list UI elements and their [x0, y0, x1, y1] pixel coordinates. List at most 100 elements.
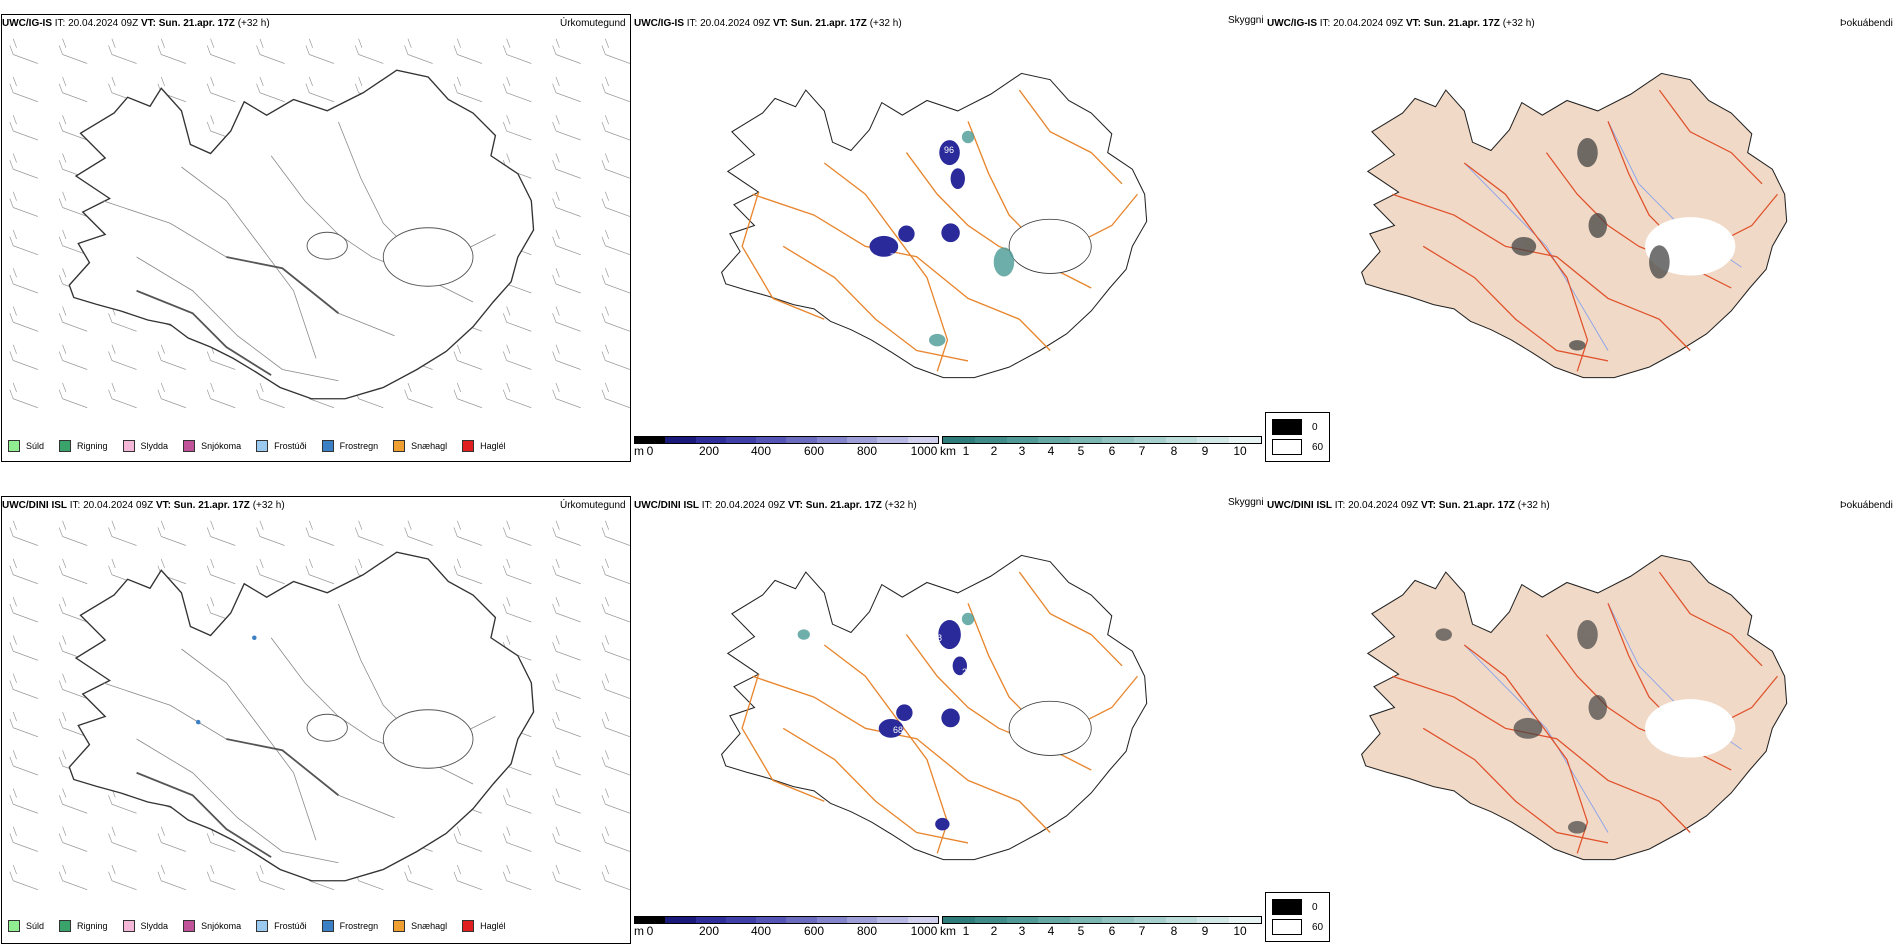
visibility-map: [721, 72, 1148, 379]
legend-label: Snjókoma: [201, 441, 242, 451]
visibility-map: [721, 554, 1148, 861]
colorbar-segment: [943, 437, 975, 443]
fog-panel-title: Þokuábendi: [1840, 18, 1893, 29]
wind-barb: [601, 153, 630, 179]
wind-barb: [256, 558, 285, 585]
precip-map-frame: [1, 14, 631, 462]
fog-legend-row: 60: [1272, 437, 1323, 457]
visibility-colorbar: [942, 436, 1262, 444]
it-value: 20.04.2024 09Z: [68, 18, 139, 29]
model-name: UWC/IG-IS: [1267, 18, 1317, 29]
wind-barb: [58, 191, 88, 217]
altitude-tick: 800: [856, 444, 878, 458]
visibility-tick: 1: [962, 924, 970, 938]
precip-panel-title: Úrkomutegund: [560, 500, 626, 511]
wind-barb: [601, 268, 630, 294]
vt-label: VT:: [155, 500, 171, 511]
colorbar-segment: [635, 917, 666, 923]
colorbar-segment: [907, 917, 938, 923]
fog-swatch-60: [1272, 919, 1302, 935]
vt-value: Sun. 21.apr. 17Z: [1438, 500, 1515, 511]
legend-label: Frostregn: [339, 441, 379, 451]
colorbar-segment: [1197, 917, 1230, 923]
wind-barb: [9, 344, 39, 370]
model-name: UWC/DINI ISL: [2, 500, 67, 511]
legend-label: Snæhagl: [411, 441, 448, 451]
marker: 5: [970, 158, 976, 168]
colorbar-segment: [1101, 437, 1134, 443]
legend-label: Súld: [26, 441, 45, 451]
wind-barb: [206, 558, 236, 585]
colorbar-segment: [1197, 437, 1230, 443]
wind-barb: [552, 750, 581, 776]
legend-item: Haglél: [462, 920, 506, 932]
legend-swatch: [8, 440, 20, 452]
wind-barb: [552, 635, 581, 661]
wind-barb: [9, 788, 39, 814]
legend-item: Snæhagl: [393, 920, 447, 932]
wind-barb: [108, 864, 137, 891]
fog-label: 60: [1312, 441, 1324, 453]
visibility-ticks: km 1 2 3 4 5 6 7 8 9 10: [940, 924, 1262, 938]
legend-item: Slydda: [122, 440, 168, 452]
wind-barb: [9, 382, 39, 409]
fog-swatch-0: [1272, 419, 1302, 435]
visibility-unit: km: [940, 444, 956, 458]
legend-label: Snæhagl: [411, 921, 448, 931]
legend-label: Snjókoma: [201, 921, 242, 931]
visibility-tick: 3: [1018, 444, 1026, 458]
colorbar-segment: [847, 437, 878, 443]
visibility-tick: 6: [1108, 444, 1116, 458]
wind-barb: [404, 520, 433, 546]
legend-swatch: [8, 920, 20, 932]
visibility-tick: 5: [1077, 444, 1085, 458]
wind-barb: [58, 382, 88, 409]
altitude-tick: 600: [803, 444, 825, 458]
colorbar-segment: [816, 917, 848, 923]
visibility-scale: km 1 2 3 4 5 6 7 8 9 10: [940, 916, 1262, 938]
row1-header-visibility: UWC/IG-IS IT: 20.04.2024 09Z VT: Sun. 21…: [634, 18, 902, 29]
colorbar-segment: [695, 917, 726, 923]
legend-label: Frostúði: [274, 921, 307, 931]
fog-label: 60: [1312, 921, 1324, 933]
altitude-tick: 1000: [910, 924, 938, 938]
wind-barb: [601, 788, 630, 814]
marker: 74: [890, 252, 901, 262]
visibility-tick: 7: [1138, 444, 1146, 458]
wind-barb: [58, 597, 88, 623]
fog-map: [1361, 72, 1788, 379]
wind-barb: [354, 520, 384, 546]
row2-header-visibility: UWC/DINI ISL IT: 20.04.2024 09Z VT: Sun.…: [634, 500, 917, 511]
wind-barb: [256, 864, 285, 891]
it-label: IT:: [1334, 500, 1346, 511]
visibility-tick: 1: [962, 444, 970, 458]
legend-item: Haglél: [462, 440, 506, 452]
wind-barb: [58, 229, 88, 256]
wind-barb: [9, 750, 39, 776]
wind-barb: [9, 38, 39, 64]
altitude-tick: 0: [646, 924, 654, 938]
wind-barb: [502, 520, 532, 546]
legend-swatch: [393, 440, 406, 452]
wind-barb: [502, 382, 532, 409]
visibility-tick: 8: [1170, 444, 1178, 458]
wind-barb: [305, 558, 335, 585]
wind-barb: [206, 76, 236, 103]
fog-panel-title: Þokuábendi: [1840, 500, 1893, 511]
altitude-tick: 400: [750, 924, 772, 938]
wind-barb: [552, 597, 581, 623]
altitude-unit: m: [634, 924, 644, 938]
precip-type-legend: Súld Rigning Slydda Snjókoma Frostúði Frostre…: [8, 920, 506, 932]
wind-barb: [601, 76, 630, 103]
marker: 21: [962, 667, 973, 677]
altitude-tick: 0: [646, 444, 654, 458]
wind-barb: [206, 38, 236, 64]
visibility-colorbar: [942, 916, 1262, 924]
wind-barb: [552, 520, 581, 546]
fog-legend-row: 60: [1272, 917, 1323, 937]
fog-map: [1361, 554, 1788, 861]
marker: 15: [960, 187, 971, 197]
colorbar-segment: [974, 437, 1007, 443]
marker: 76: [928, 859, 939, 869]
colorbar-segment: [1101, 917, 1134, 923]
